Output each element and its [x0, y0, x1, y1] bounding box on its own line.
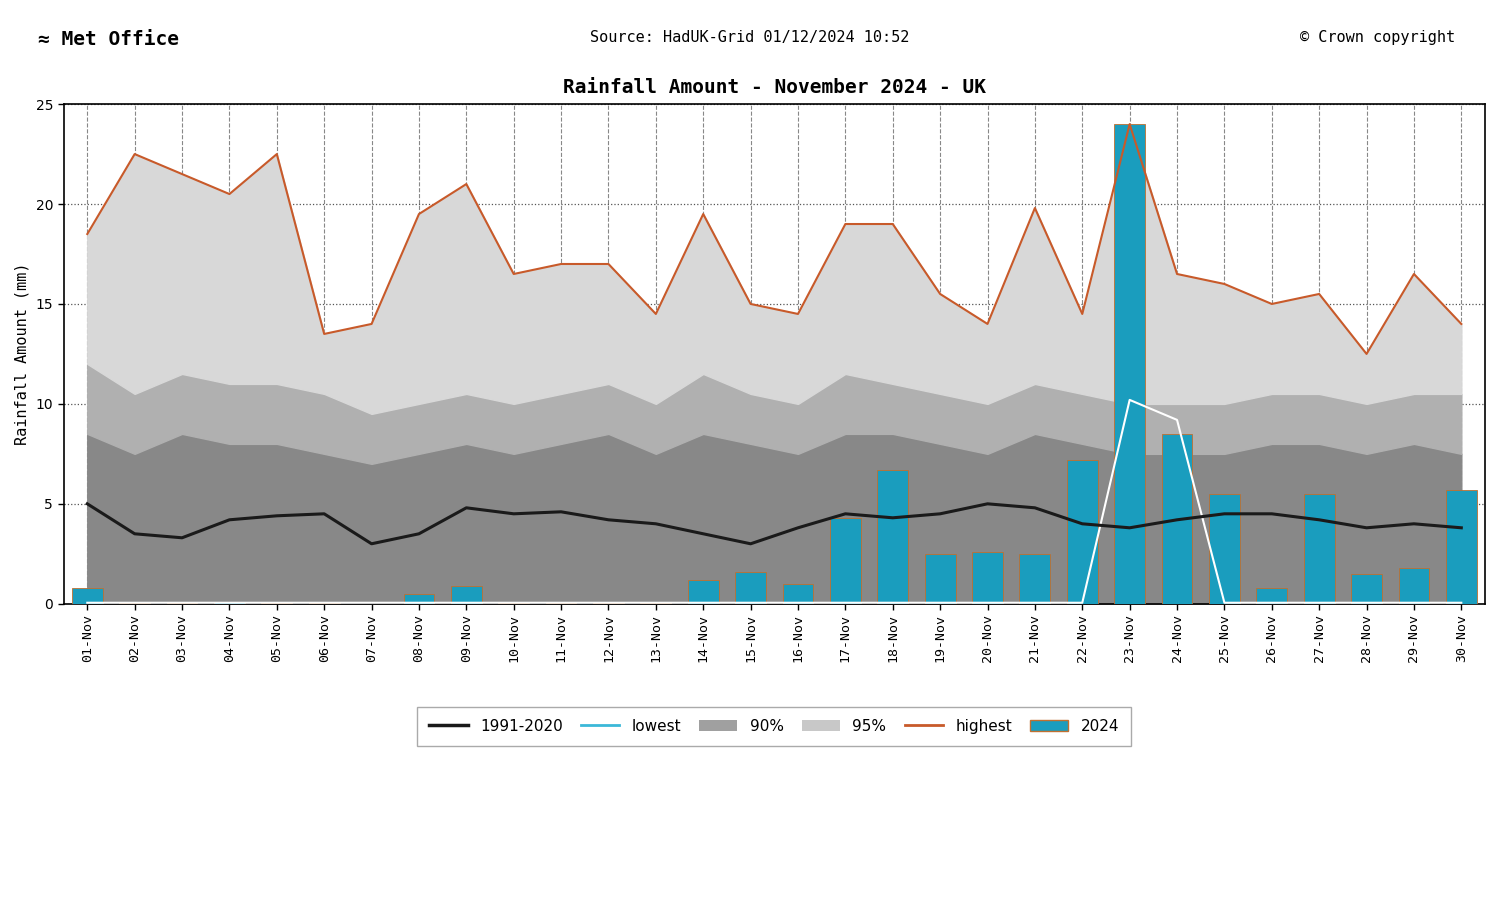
Bar [1161, 434, 1192, 604]
Legend: 1991-2020, lowest, 90%, 95%, highest, 2024: 1991-2020, lowest, 90%, 95%, highest, 20… [417, 706, 1131, 746]
Bar [1209, 494, 1240, 604]
Bar [309, 603, 339, 604]
Bar [404, 594, 435, 604]
Bar [1257, 588, 1287, 604]
Text: Source: HadUK-Grid 01/12/2024 10:52: Source: HadUK-Grid 01/12/2024 10:52 [591, 30, 909, 45]
Bar [1398, 568, 1429, 604]
Bar [214, 602, 244, 604]
Bar [72, 588, 102, 604]
Bar [120, 603, 150, 604]
Bar [1066, 460, 1098, 604]
Bar [830, 518, 861, 604]
Bar [261, 603, 292, 604]
Bar [735, 572, 766, 604]
Bar [498, 603, 530, 604]
Bar [1352, 574, 1382, 604]
Bar [1304, 494, 1335, 604]
Bar [546, 603, 576, 604]
Bar [878, 470, 908, 604]
Bar [1020, 554, 1050, 604]
Y-axis label: Rainfall Amount (mm): Rainfall Amount (mm) [15, 263, 30, 446]
Bar [1446, 490, 1476, 604]
Bar [592, 603, 624, 604]
Bar [640, 603, 670, 604]
Text: © Crown copyright: © Crown copyright [1300, 30, 1455, 45]
Bar [688, 580, 718, 604]
Bar [783, 584, 813, 604]
Bar [452, 586, 482, 604]
Title: Rainfall Amount - November 2024 - UK: Rainfall Amount - November 2024 - UK [562, 78, 986, 97]
Text: ≈ Met Office: ≈ Met Office [38, 30, 178, 49]
Bar [166, 603, 198, 604]
Bar [924, 554, 956, 604]
Bar [1114, 124, 1144, 604]
Bar [972, 552, 1004, 604]
